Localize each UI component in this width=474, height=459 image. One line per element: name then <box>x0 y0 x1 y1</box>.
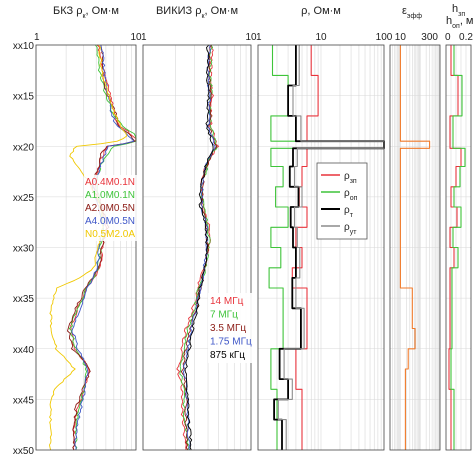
h-frame <box>445 44 472 451</box>
vikiz-series-1 <box>179 44 218 451</box>
rho-series-0 <box>291 45 385 450</box>
vikiz-legend-item: 7 МГц <box>210 310 238 321</box>
rho-tick-label: 1 <box>256 32 262 43</box>
rho-title: ρ, Ом·м <box>301 5 341 17</box>
bkz-tick-label: 10 <box>130 32 142 43</box>
rho-legend-item: ρзп <box>344 171 357 185</box>
bkz-series-3 <box>71 44 135 451</box>
depth-label: xx25 <box>13 193 35 204</box>
vikiz-frame <box>142 44 252 451</box>
bkz-legend-item: A0.4M0.1N <box>85 177 135 188</box>
bkz-title: БКЗ ρк, Ом·м <box>53 5 119 20</box>
vikiz-series-4 <box>184 44 214 451</box>
h-series-1 <box>450 45 466 450</box>
depth-label: xx15 <box>13 92 35 103</box>
depth-label: xx45 <box>13 395 35 406</box>
rho-series-3 <box>277 45 385 450</box>
depth-label: xx40 <box>13 345 35 356</box>
rho-frame <box>257 44 385 451</box>
vikiz-title: ВИКИЗ ρк, Ом·м <box>156 5 238 20</box>
eps-tick-label: 10 <box>395 32 407 43</box>
bkz-legend-item: A4.0M0.5N <box>85 216 135 227</box>
rho-series-1 <box>268 45 385 450</box>
eps-frame <box>389 44 441 451</box>
depth-label: xx35 <box>13 294 35 305</box>
h-tick-label: 0 <box>445 32 451 43</box>
depth-label: xx10 <box>13 41 35 52</box>
rho-legend-item: ρут <box>344 222 357 236</box>
eps-series-0 <box>399 45 431 450</box>
h-tick-label: 0.2 <box>459 32 473 43</box>
vikiz-legend-item: 14 МГц <box>210 296 244 307</box>
depth-label: xx50 <box>13 446 35 457</box>
bkz-frame <box>35 44 137 451</box>
vikiz-tick-label: 10 <box>245 32 257 43</box>
vikiz-legend-item: 3.5 МГц <box>210 323 246 334</box>
rho-tick-label: 10 <box>315 32 327 43</box>
bkz-legend-item: A1.0M0.1N <box>85 190 135 201</box>
bkz-legend-item: A2.0M0.5N <box>85 203 135 214</box>
bkz-legend-item: N0.5M2.0A <box>85 229 135 240</box>
vikiz-legend-item: 875 кГц <box>210 350 245 361</box>
frame-layer <box>35 44 472 451</box>
h-title-a: hзп <box>452 3 465 18</box>
series-layer <box>49 44 466 451</box>
label-layer: 1 10 1 10 1 10 100 10 300 0 0.2xx10xx15xx20xx25xx3… <box>13 3 474 457</box>
vikiz-legend-bg <box>208 293 254 363</box>
vikiz-tick-label: 1 <box>141 32 147 43</box>
legend-layer: A0.4M0.1N A1.0M0.1N A2.0M0.5N A4.0M0.5N N0.5… <box>84 162 368 363</box>
bkz-series-0 <box>70 44 137 451</box>
vikiz-legend-item: 1.75 МГц <box>210 337 252 348</box>
bkz-series-4 <box>49 44 128 451</box>
bkz-tick-label: 1 <box>34 32 40 43</box>
depth-label: xx30 <box>13 244 35 255</box>
bkz-legend-bg <box>84 175 138 241</box>
rho-tick-label: 100 <box>376 32 393 43</box>
eps-title: εэфф <box>402 5 422 20</box>
rho-legend-item: ρт <box>344 205 354 219</box>
rho-legend-item: ρоп <box>344 188 358 202</box>
h-title-b: hоп, м <box>446 15 474 30</box>
depth-label: xx20 <box>13 142 35 153</box>
eps-tick-label: 300 <box>421 32 438 43</box>
